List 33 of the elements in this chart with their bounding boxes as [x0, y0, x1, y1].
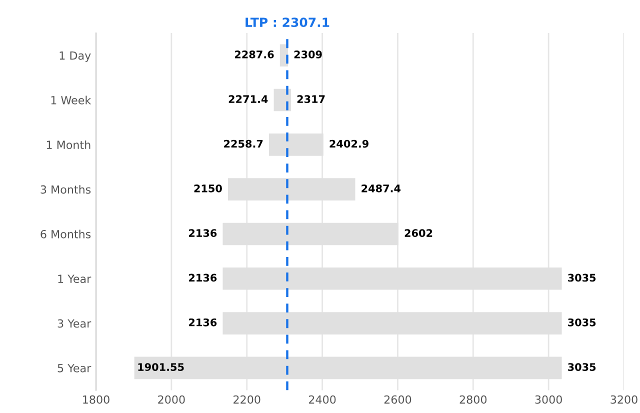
y-tick-label: 1 Month — [46, 140, 90, 150]
ref-line-label: LTP : 2307.1 — [246, 18, 330, 28]
x-tick-label: 2400 — [308, 395, 336, 404]
annotation: 2136 — [188, 274, 217, 282]
y-tick-label: 3 Months — [40, 185, 91, 194]
annotation: 2271.4 — [228, 95, 268, 103]
annotation: 2136 — [188, 318, 217, 326]
y-tick-label: 3 Year — [58, 319, 92, 328]
x-tick-label: 2200 — [234, 395, 260, 404]
x-tick-label: 3000 — [535, 395, 562, 404]
y-tick-label: 5 Year — [58, 364, 92, 372]
annotation: 3035 — [568, 363, 596, 371]
annotation: 2136 — [188, 229, 217, 238]
y-tick-label: 1 Day — [60, 51, 91, 62]
annotation: 3035 — [568, 318, 596, 326]
annotation: 2258.7 — [224, 140, 263, 148]
annotation: 2150 — [194, 184, 222, 192]
x-tick-label: 2600 — [384, 395, 412, 404]
y-tick-label: 1 Year — [58, 274, 92, 284]
x-tick-label: 3200 — [610, 395, 638, 404]
annotation: 2287.6 — [234, 50, 274, 58]
y-tick-label: 6 Months — [40, 230, 91, 238]
y-tick-label: 1 Week — [51, 96, 92, 104]
annotation: 2317 — [297, 95, 325, 104]
x-tick-label: 1800 — [83, 395, 110, 404]
annotation: 2402.9 — [330, 140, 368, 148]
annotation: 2602 — [404, 229, 432, 238]
annotation: 2487.4 — [362, 184, 401, 192]
x-tick-label: 2800 — [460, 395, 487, 404]
annotation: 3035 — [568, 274, 596, 282]
annotation: 2309 — [294, 50, 322, 58]
annotation: 1901.55 — [138, 363, 184, 371]
x-tick-label: 2000 — [158, 395, 185, 404]
